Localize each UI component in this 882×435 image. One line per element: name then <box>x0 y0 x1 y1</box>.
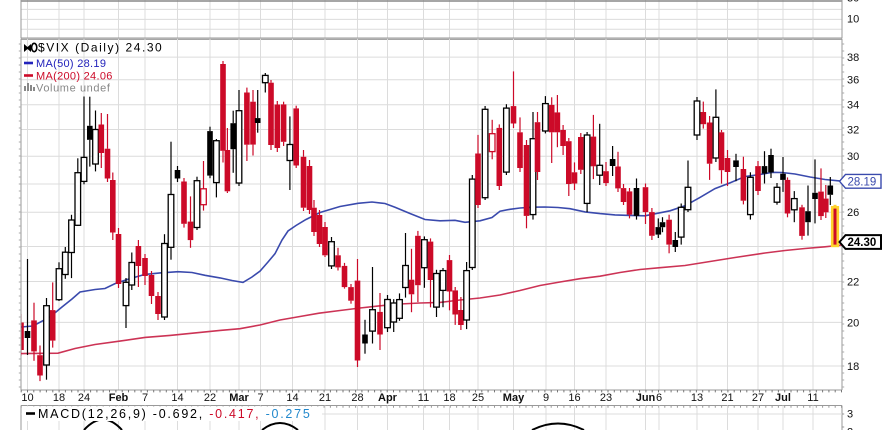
svg-text:MACD(12,26,9) -0.692, -0.417,: MACD(12,26,9) -0.692, -0.417, -0.275 <box>38 407 312 421</box>
svg-text:24.30: 24.30 <box>848 237 877 249</box>
svg-text:Mar: Mar <box>229 392 249 404</box>
svg-text:26: 26 <box>847 207 859 219</box>
svg-text:10: 10 <box>847 14 859 26</box>
svg-text:10: 10 <box>21 392 33 404</box>
svg-text:9: 9 <box>543 392 549 404</box>
svg-text:22: 22 <box>204 392 216 404</box>
svg-text:14: 14 <box>286 392 298 404</box>
svg-text:18: 18 <box>53 392 65 404</box>
svg-text:23: 23 <box>600 392 612 404</box>
svg-text:20: 20 <box>847 317 859 329</box>
svg-text:Volume undef: Volume undef <box>36 83 111 95</box>
svg-text:16: 16 <box>568 392 580 404</box>
svg-text:18: 18 <box>847 361 859 373</box>
svg-text:6: 6 <box>656 392 662 404</box>
svg-text:27: 27 <box>752 392 764 404</box>
svg-text:14: 14 <box>171 392 183 404</box>
svg-text:Apr: Apr <box>378 392 398 404</box>
svg-text:28: 28 <box>351 392 363 404</box>
svg-text:13: 13 <box>691 392 703 404</box>
svg-text:7: 7 <box>142 392 148 404</box>
svg-text:11: 11 <box>807 392 818 404</box>
svg-text:$VIX (Daily) 24.30: $VIX (Daily) 24.30 <box>38 41 163 55</box>
svg-text:MA(200) 24.06: MA(200) 24.06 <box>36 71 113 83</box>
svg-text:May: May <box>503 392 525 404</box>
svg-text:36: 36 <box>847 75 859 87</box>
svg-text:Jun: Jun <box>636 392 656 404</box>
svg-text:30: 30 <box>847 0 859 5</box>
svg-text:25: 25 <box>472 392 484 404</box>
svg-text:38: 38 <box>847 52 859 64</box>
svg-text:28.19: 28.19 <box>848 176 877 188</box>
svg-text:22: 22 <box>847 276 859 288</box>
svg-text:2: 2 <box>847 427 853 431</box>
svg-text:11: 11 <box>418 392 429 404</box>
svg-text:7: 7 <box>257 392 263 404</box>
svg-text:Feb: Feb <box>109 392 129 404</box>
svg-text:32: 32 <box>847 124 859 136</box>
svg-text:30: 30 <box>847 151 859 163</box>
svg-text:21: 21 <box>721 392 733 404</box>
svg-text:34: 34 <box>847 100 859 112</box>
svg-text:MA(50) 28.19: MA(50) 28.19 <box>36 58 106 70</box>
svg-text:24: 24 <box>78 392 90 404</box>
svg-text:Jul: Jul <box>775 392 791 404</box>
svg-text:3: 3 <box>847 409 853 421</box>
svg-text:18: 18 <box>443 392 455 404</box>
svg-text:21: 21 <box>319 392 331 404</box>
